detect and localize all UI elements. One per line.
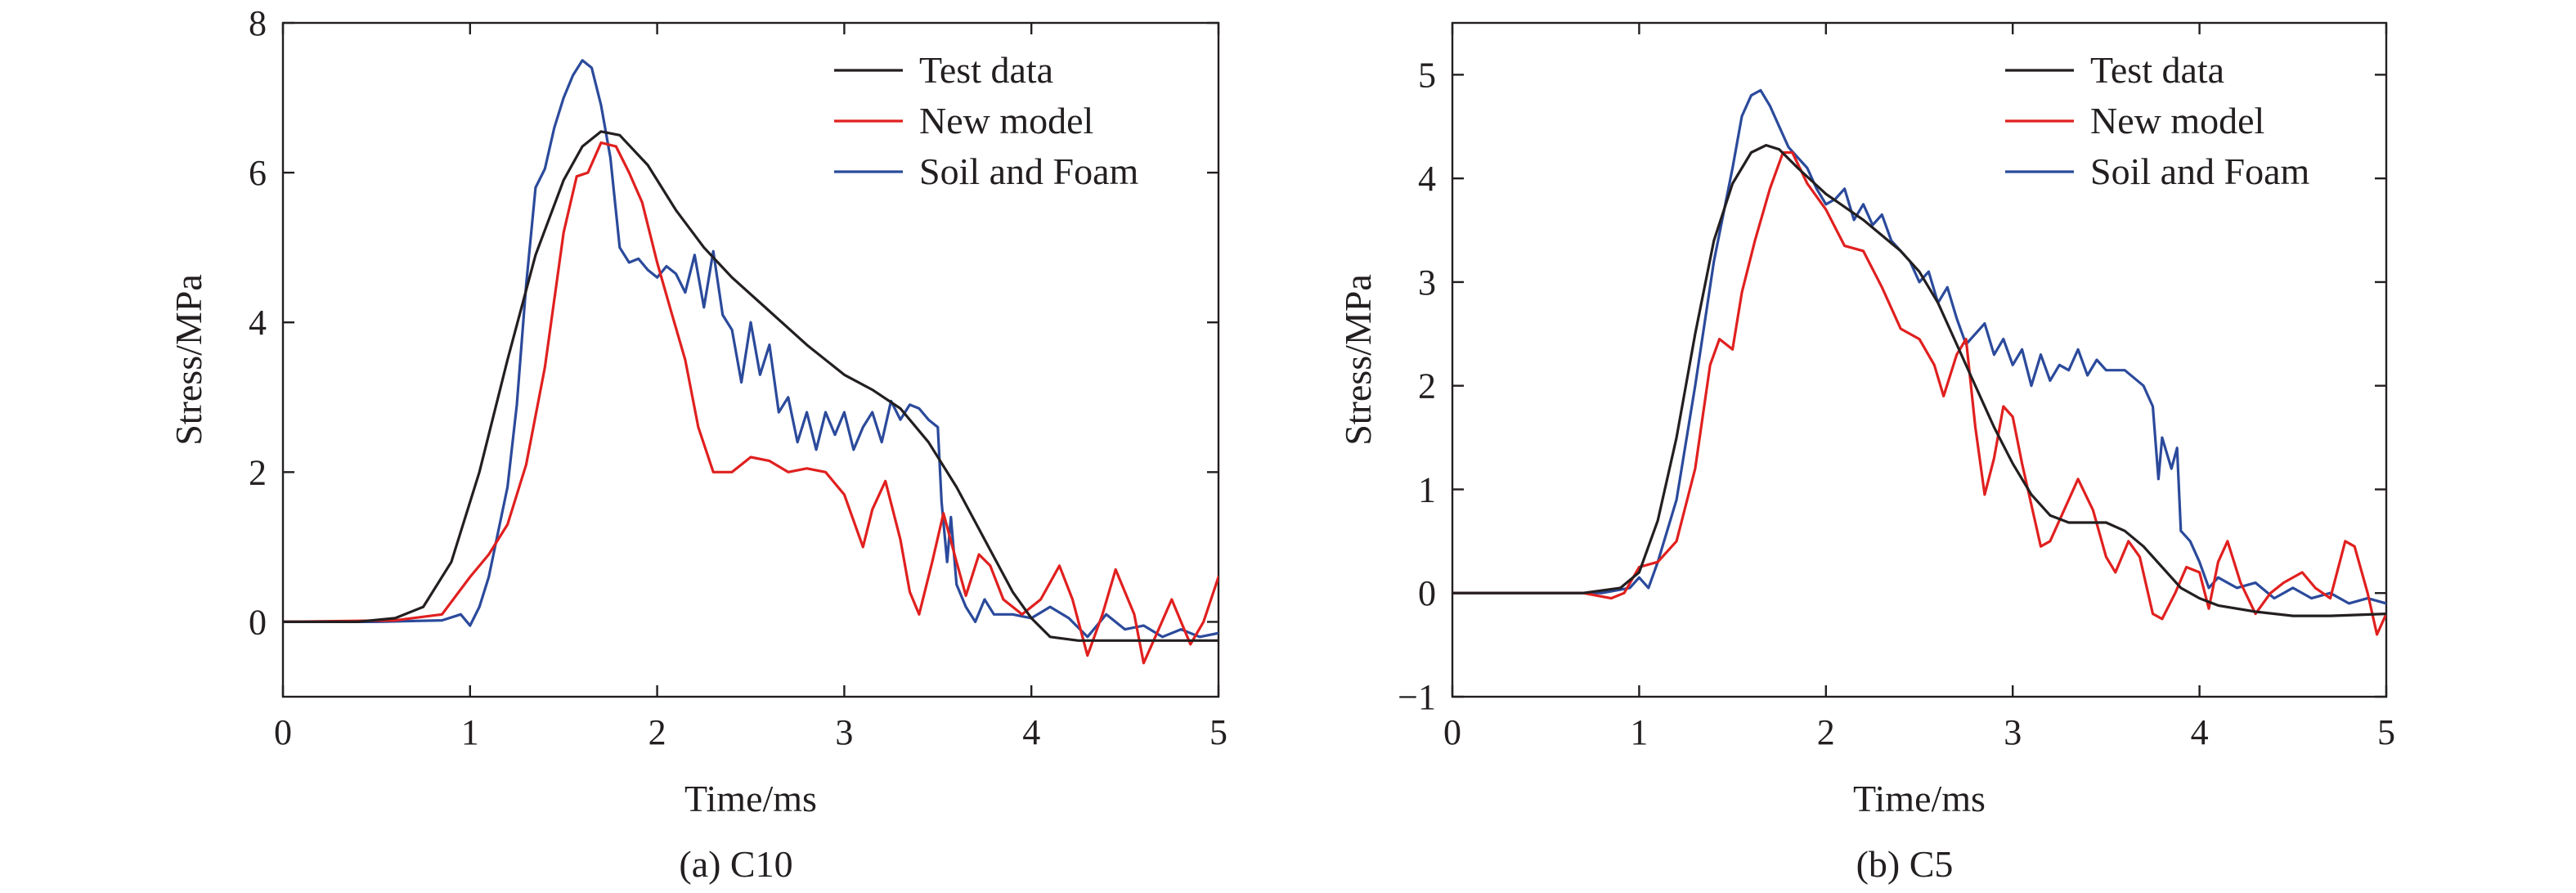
panel-caption: (b) C5	[1856, 843, 1954, 885]
legend-label: New model	[2090, 100, 2264, 141]
series-line-soil-and-foam	[283, 59, 1218, 639]
x-axis-title: Time/ms	[684, 778, 817, 819]
x-tick-label: 2	[648, 712, 666, 752]
legend-label: Soil and Foam	[919, 150, 1139, 192]
y-tick-label: 4	[249, 303, 267, 343]
series-line-new-model	[283, 141, 1218, 665]
y-axis-title: Stress/MPa	[1337, 274, 1379, 446]
x-tick-label: 5	[2377, 712, 2395, 752]
y-tick-label: 6	[249, 153, 267, 193]
x-tick-label: 1	[1630, 712, 1648, 752]
x-tick-label: 3	[2004, 712, 2022, 752]
y-tick-label: 1	[1418, 469, 1436, 509]
plot-frame	[281, 21, 1220, 698]
series-line-test-data	[1452, 144, 2386, 617]
y-tick-label: 2	[1418, 366, 1436, 406]
panel-caption: (a) C10	[679, 843, 792, 885]
legend: Test data New model Soil and Foam	[834, 49, 1139, 192]
series-line-test-data	[283, 130, 1218, 642]
y-axis-title: Stress/MPa	[168, 274, 209, 446]
legend: Test data New model Soil and Foam	[2005, 49, 2310, 192]
x-tick-label: 3	[835, 712, 853, 752]
chart-panel-0: 0 1 2 3 4 5 0 2 4 6 8 Time/ms Stress/MPa (a) C10 Test …	[168, 3, 1227, 885]
x-tick-label: 1	[461, 712, 479, 752]
y-tick-label: 0	[249, 602, 267, 642]
y-tick-label: 3	[1418, 263, 1436, 303]
x-axis-title: Time/ms	[1853, 778, 1986, 819]
series-group	[283, 59, 1218, 665]
y-tick-label: 0	[1418, 573, 1436, 613]
chart-panels: 0 1 2 3 4 5 0 2 4 6 8 Time/ms Stress/MPa (a) C10 Test …	[168, 3, 2395, 885]
series-line-new-model	[1452, 150, 2386, 636]
y-tick-label: −1	[1398, 677, 1436, 717]
x-tick-label: 4	[1022, 712, 1040, 752]
legend-label: New model	[919, 100, 1093, 141]
legend-label: Test data	[2090, 49, 2224, 91]
series-line-soil-and-foam	[1452, 88, 2386, 605]
legend-label: Soil and Foam	[2090, 150, 2310, 192]
x-tick-label: 0	[1443, 712, 1461, 752]
y-tick-label: 4	[1418, 159, 1436, 199]
legend-label: Test data	[919, 49, 1053, 91]
x-tick-label: 2	[1817, 712, 1835, 752]
x-tick-label: 4	[2191, 712, 2209, 752]
y-tick-label: 2	[249, 452, 267, 492]
x-tick-label: 5	[1209, 712, 1227, 752]
x-tick-label: 0	[274, 712, 292, 752]
y-tick-label: 8	[249, 3, 267, 43]
series-group	[1452, 88, 2386, 636]
plot-frame	[1451, 21, 2388, 698]
y-tick-label: 5	[1418, 55, 1436, 95]
